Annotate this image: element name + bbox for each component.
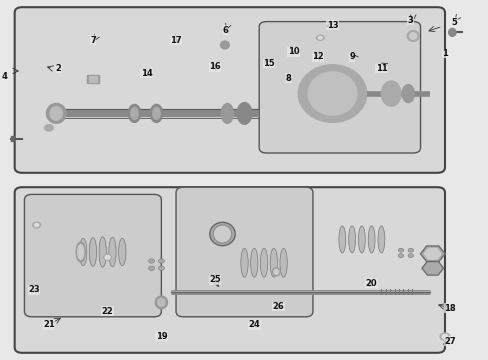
Ellipse shape [158,259,164,263]
Ellipse shape [157,298,164,306]
Text: 27: 27 [443,337,455,346]
Ellipse shape [33,222,41,228]
Ellipse shape [401,85,414,103]
Bar [11,136,14,141]
Polygon shape [420,246,444,262]
Ellipse shape [439,333,449,340]
Text: 20: 20 [365,279,377,288]
Ellipse shape [441,334,447,339]
Text: 1: 1 [441,49,447,58]
Ellipse shape [377,226,384,253]
Polygon shape [421,261,443,275]
Ellipse shape [397,253,403,258]
Ellipse shape [318,37,322,39]
Ellipse shape [148,259,154,263]
Ellipse shape [407,253,412,258]
FancyBboxPatch shape [176,187,312,317]
Ellipse shape [269,248,277,277]
Text: 23: 23 [28,285,40,294]
Text: 24: 24 [248,320,260,329]
Ellipse shape [381,81,400,106]
Ellipse shape [158,266,164,270]
FancyBboxPatch shape [259,22,420,153]
Ellipse shape [118,238,126,266]
Text: 4: 4 [2,72,8,81]
Ellipse shape [409,33,416,39]
Text: 5: 5 [451,18,457,27]
Text: 18: 18 [443,303,455,312]
Text: 21: 21 [43,320,55,329]
Text: 9: 9 [348,52,354,61]
Ellipse shape [105,256,110,259]
Text: 16: 16 [209,62,221,71]
Text: 22: 22 [102,307,113,316]
Ellipse shape [272,268,280,276]
Ellipse shape [153,107,160,120]
FancyBboxPatch shape [24,194,161,317]
Ellipse shape [99,237,106,267]
Text: 2: 2 [56,64,61,73]
Text: 11: 11 [375,64,386,73]
Ellipse shape [103,255,111,260]
Ellipse shape [367,226,374,253]
Polygon shape [424,248,440,259]
Ellipse shape [307,72,356,115]
Text: 12: 12 [311,52,323,61]
Text: 13: 13 [326,21,338,30]
Ellipse shape [155,296,167,309]
Text: 15: 15 [263,59,274,68]
Ellipse shape [44,125,53,131]
Ellipse shape [78,244,83,260]
Ellipse shape [35,224,39,226]
Ellipse shape [76,242,85,262]
Ellipse shape [279,248,287,277]
Text: 26: 26 [272,302,284,311]
Ellipse shape [273,269,278,274]
Ellipse shape [128,104,141,122]
Ellipse shape [108,237,116,267]
Ellipse shape [348,226,355,253]
Ellipse shape [407,248,412,252]
Ellipse shape [250,248,258,277]
Ellipse shape [150,104,162,122]
Ellipse shape [397,248,403,252]
Ellipse shape [46,104,66,123]
Ellipse shape [240,248,247,277]
Ellipse shape [79,238,87,266]
Ellipse shape [209,222,235,246]
Text: 14: 14 [141,69,152,78]
Ellipse shape [358,226,365,253]
Bar [88,76,97,82]
Ellipse shape [50,107,62,120]
Text: 17: 17 [170,36,182,45]
Ellipse shape [338,226,345,253]
Ellipse shape [316,35,324,40]
Ellipse shape [448,28,455,36]
Ellipse shape [148,266,154,270]
Ellipse shape [89,238,97,266]
Text: 25: 25 [209,275,221,284]
Ellipse shape [220,41,229,49]
Text: 10: 10 [287,48,299,57]
Text: 19: 19 [155,332,167,341]
Bar [87,75,99,83]
Text: 7: 7 [90,36,96,45]
Text: 3: 3 [407,16,413,25]
Ellipse shape [131,107,138,120]
Ellipse shape [221,104,233,123]
Text: 6: 6 [222,26,227,35]
Ellipse shape [237,103,251,124]
Ellipse shape [298,65,366,122]
Text: 8: 8 [285,74,291,83]
Ellipse shape [213,225,231,243]
Ellipse shape [406,31,418,41]
Ellipse shape [260,248,267,277]
FancyBboxPatch shape [15,187,444,353]
FancyBboxPatch shape [15,7,444,173]
